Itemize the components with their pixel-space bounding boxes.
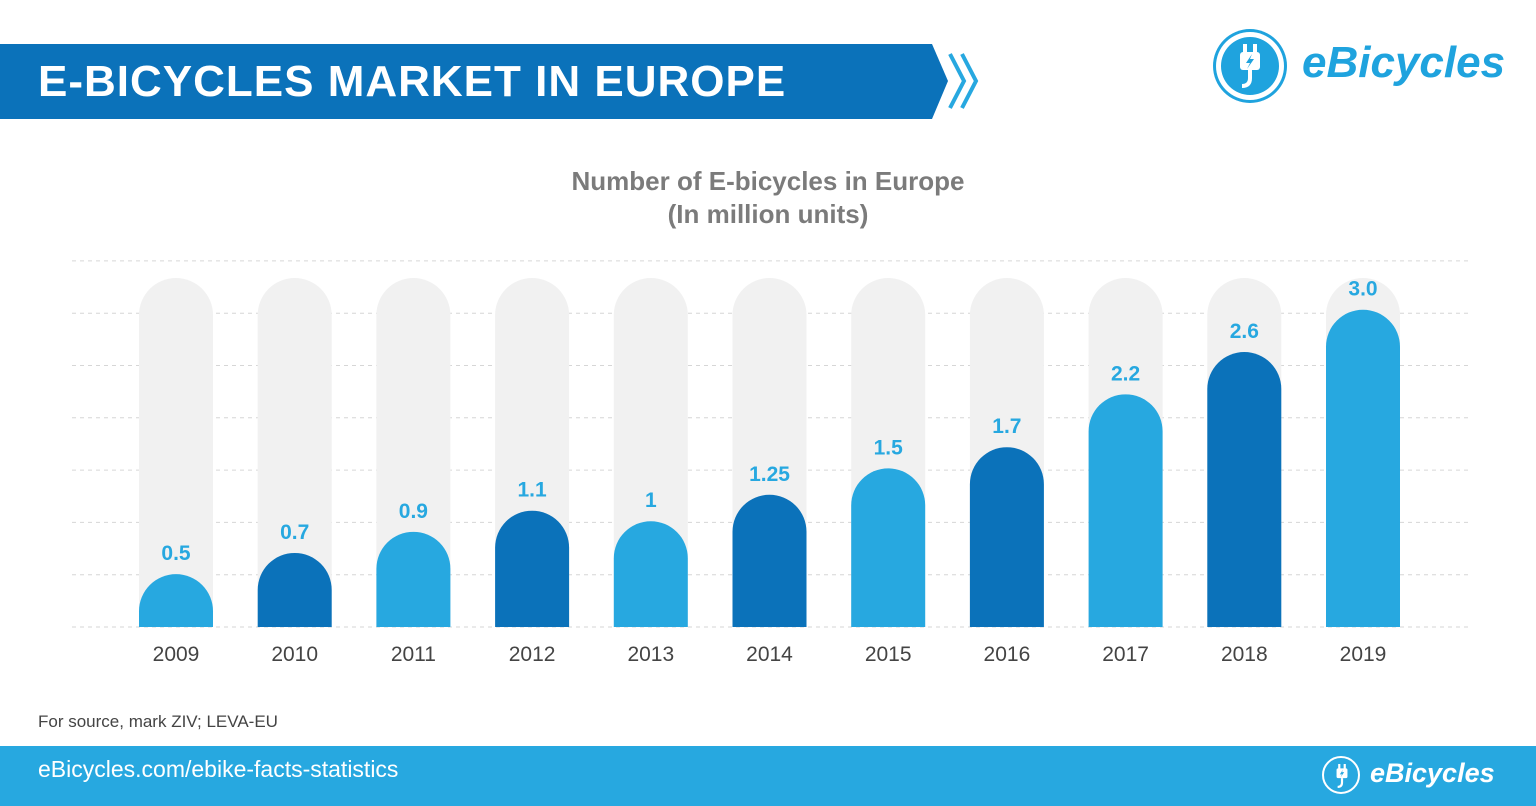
page-title: E-BICYCLES MARKET IN EUROPE bbox=[38, 57, 787, 106]
x-tick-label: 2009 bbox=[153, 643, 200, 666]
x-tick-label: 2015 bbox=[865, 643, 912, 666]
bar bbox=[1088, 394, 1163, 627]
bar-value-label: 1 bbox=[645, 489, 657, 512]
chevron-right-icon bbox=[948, 53, 979, 109]
bar-value-label: 2.6 bbox=[1230, 320, 1259, 343]
x-tick-label: 2014 bbox=[746, 643, 793, 666]
footer-brand-logo: eBicycles bbox=[1322, 752, 1502, 798]
brand-name: eBicycles bbox=[1302, 38, 1506, 87]
x-tick-label: 2011 bbox=[391, 643, 436, 666]
x-tick-label: 2010 bbox=[271, 643, 318, 666]
footer-bar bbox=[0, 746, 1536, 806]
bar bbox=[613, 521, 688, 627]
bar-value-label: 2.2 bbox=[1111, 362, 1140, 385]
bar-track bbox=[257, 278, 332, 627]
x-tick-label: 2018 bbox=[1221, 643, 1268, 666]
bar-value-label: 1.7 bbox=[992, 415, 1021, 438]
bar bbox=[257, 552, 332, 627]
plug-icon bbox=[1322, 756, 1360, 794]
footer-brand-name: eBicycles bbox=[1370, 758, 1495, 788]
x-tick-label: 2016 bbox=[984, 643, 1031, 666]
bar-value-label: 0.5 bbox=[161, 542, 191, 565]
chart-subtitle: (In million units) bbox=[667, 199, 869, 229]
bar bbox=[1207, 352, 1282, 627]
plug-icon bbox=[1216, 32, 1284, 100]
bar-track bbox=[139, 278, 213, 627]
source-note: For source, mark ZIV; LEVA-EU bbox=[38, 712, 278, 731]
bar bbox=[969, 447, 1044, 627]
bar bbox=[732, 494, 807, 627]
bar-value-label: 1.1 bbox=[517, 479, 547, 502]
chart-title: Number of E-bicycles in Europe bbox=[571, 166, 965, 196]
bar bbox=[851, 468, 926, 627]
bar bbox=[376, 531, 451, 627]
bar-chart: 0.5 2009 0.7 2010 0.9 2011 1.1 2012 1 2013 1.25 201… bbox=[72, 260, 1468, 666]
header-banner bbox=[0, 44, 948, 119]
x-tick-label: 2012 bbox=[509, 643, 556, 666]
bar-value-label: 3.0 bbox=[1348, 278, 1377, 301]
x-tick-label: 2019 bbox=[1340, 643, 1387, 666]
bar bbox=[1326, 309, 1400, 627]
footer-url-link[interactable]: eBicycles.com/ebike-facts-statistics bbox=[38, 756, 399, 782]
brand-logo: eBicycles bbox=[1216, 26, 1506, 106]
x-tick-label: 2013 bbox=[627, 643, 674, 666]
x-tick-label: 2017 bbox=[1102, 643, 1149, 666]
bar-value-label: 1.25 bbox=[749, 463, 790, 486]
bar bbox=[139, 574, 213, 627]
bar-value-label: 0.9 bbox=[399, 500, 428, 523]
bar-value-label: 0.7 bbox=[280, 521, 309, 544]
bar-value-label: 1.5 bbox=[874, 436, 904, 459]
bar bbox=[495, 510, 570, 627]
